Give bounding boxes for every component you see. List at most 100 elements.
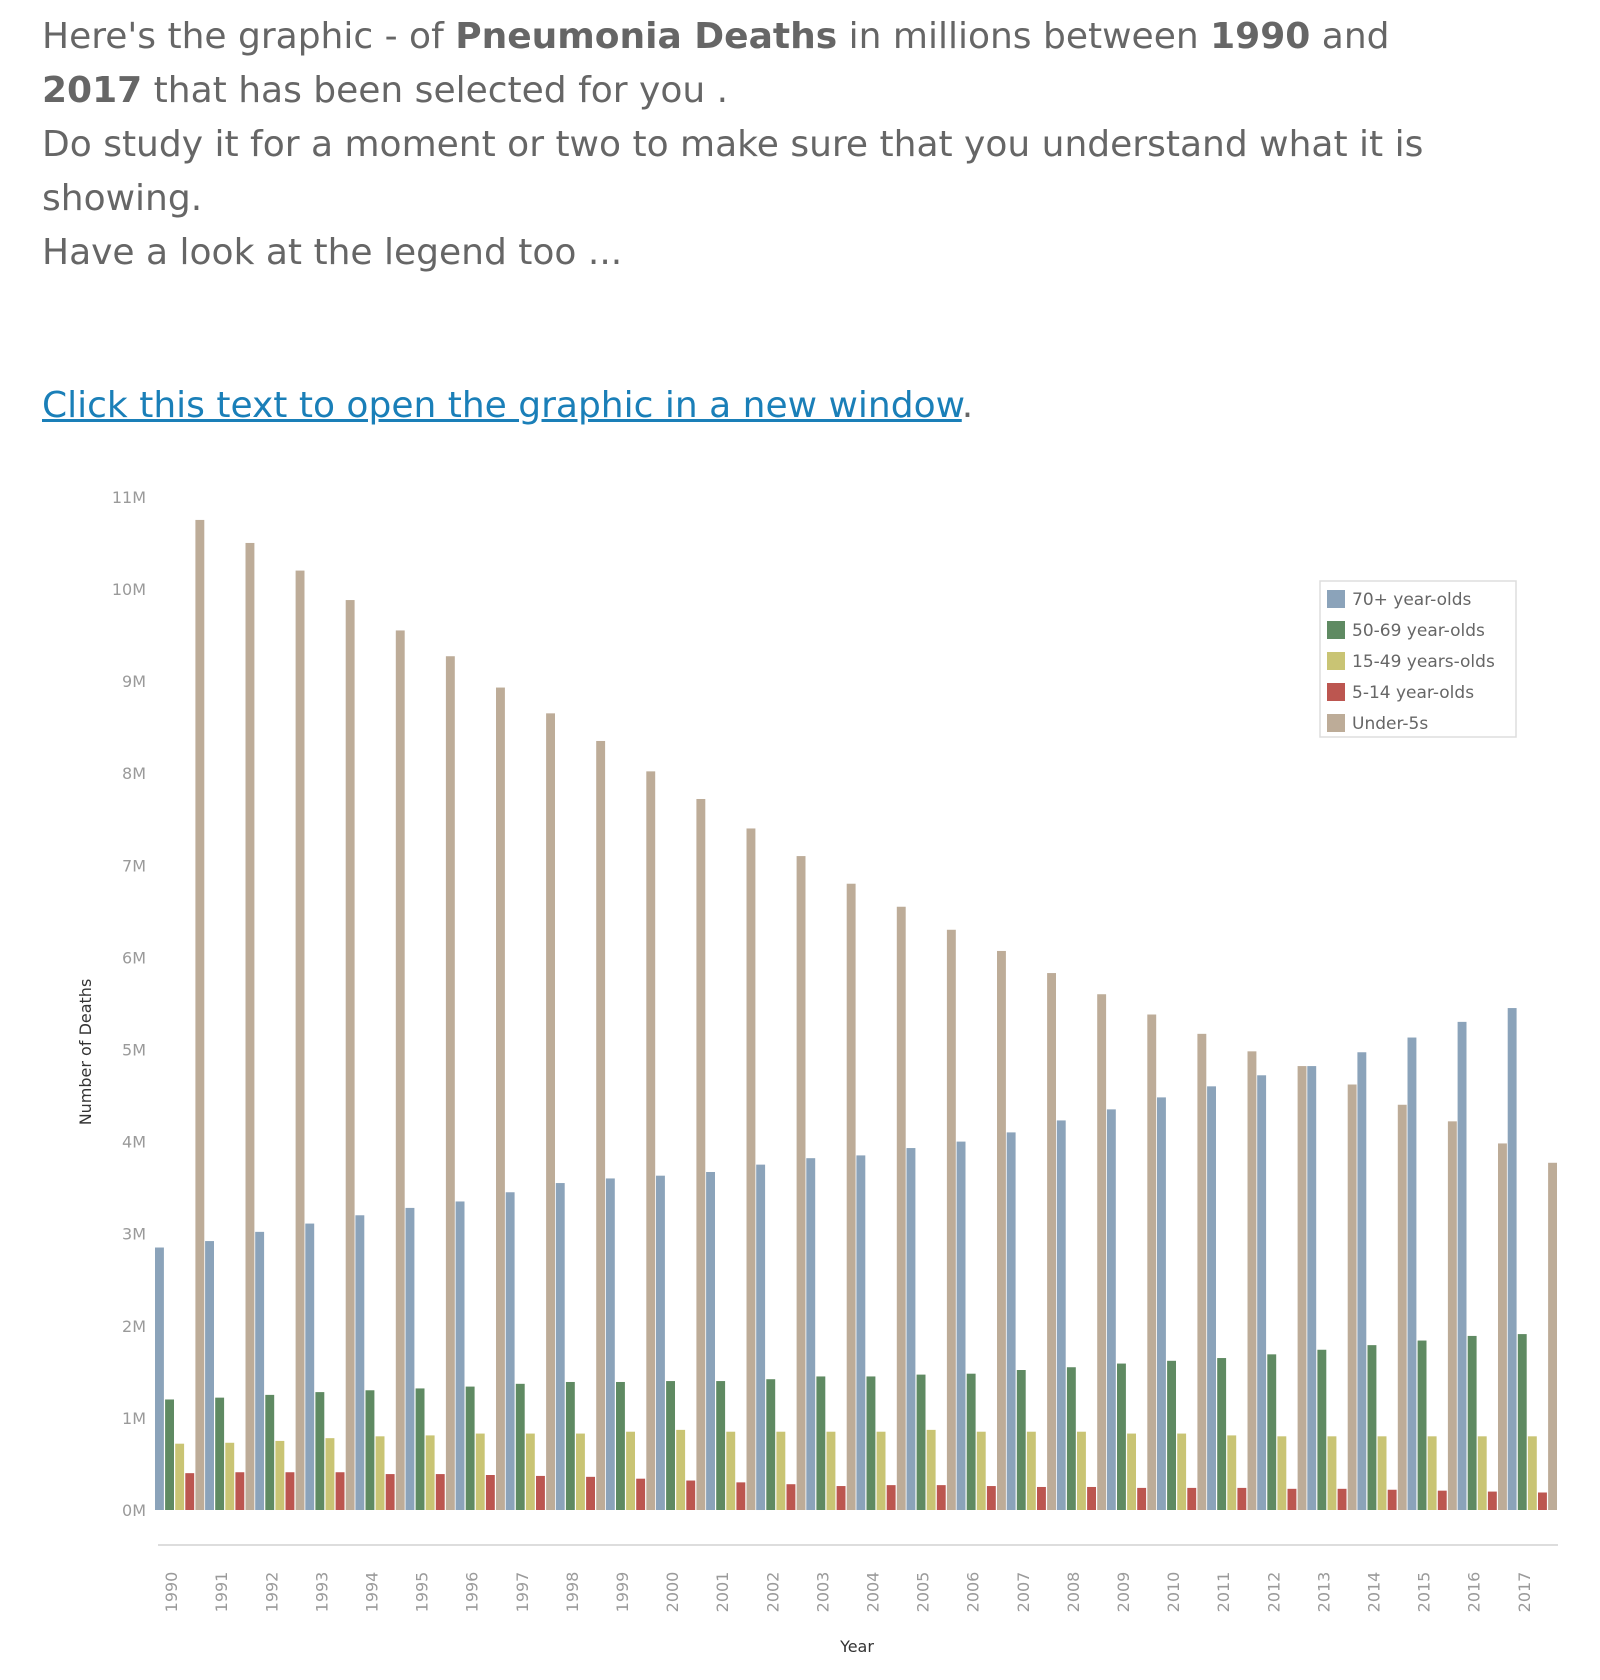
bar (255, 1231, 265, 1510)
bar (1197, 1033, 1207, 1510)
bar (315, 1392, 325, 1510)
bar (325, 1438, 335, 1510)
x-tick-label: 2009 (1114, 1572, 1133, 1613)
bar (1187, 1487, 1197, 1510)
bar (1257, 1075, 1267, 1510)
bar (385, 1474, 395, 1510)
bars-group (155, 519, 1557, 1511)
legend-label: 70+ year-olds (1352, 590, 1471, 610)
bar (966, 1373, 976, 1510)
bar (1407, 1037, 1417, 1510)
x-tick-label: 2001 (713, 1572, 732, 1613)
legend-swatch (1327, 590, 1345, 608)
bar (305, 1223, 315, 1510)
bar (1106, 1109, 1116, 1510)
bar (425, 1435, 435, 1510)
bar (1437, 1490, 1447, 1510)
bar (1207, 1086, 1216, 1510)
bar (676, 1429, 686, 1510)
x-tick-label: 2013 (1314, 1572, 1333, 1613)
bar (1147, 1014, 1157, 1510)
bar (1427, 1436, 1437, 1510)
bar (1507, 1008, 1517, 1510)
bar (936, 1485, 946, 1510)
bar (1137, 1487, 1147, 1510)
bar (806, 1158, 816, 1510)
x-tick-label: 2017 (1515, 1572, 1534, 1613)
bar (1087, 1486, 1096, 1510)
bar (1317, 1349, 1327, 1510)
y-axis-title: Number of Deaths (76, 979, 95, 1126)
bar (986, 1486, 996, 1510)
intro-text: Here's the graphic - of Pneumonia Deaths… (42, 10, 1562, 280)
open-graphic-link[interactable]: Click this text to open the graphic in a… (42, 385, 962, 426)
bar (1287, 1488, 1297, 1510)
bar (1097, 994, 1107, 1510)
bar (1026, 1431, 1036, 1510)
bar (1077, 1431, 1086, 1510)
bar (475, 1433, 485, 1510)
bar (185, 1473, 195, 1510)
x-tick-label: 1999 (613, 1572, 632, 1613)
bar (445, 656, 455, 1510)
bar (1237, 1487, 1247, 1510)
x-tick-label: 2000 (663, 1572, 682, 1613)
bar (586, 1476, 595, 1510)
bar (1277, 1436, 1287, 1510)
y-tick-label: 6M (122, 948, 146, 967)
bar (1177, 1433, 1187, 1510)
bar (375, 1436, 385, 1510)
bar (796, 856, 806, 1510)
bar (666, 1381, 675, 1510)
x-tick-label: 1992 (262, 1572, 281, 1613)
bar (876, 1431, 886, 1510)
bar (746, 828, 756, 1510)
intro-text-segment: in millions between (837, 16, 1211, 57)
bar (1227, 1435, 1237, 1510)
bar (265, 1394, 275, 1511)
bar (1417, 1340, 1427, 1510)
bar (565, 1381, 575, 1510)
bar (866, 1376, 876, 1510)
x-tick-label: 2007 (1014, 1572, 1033, 1613)
bar (1397, 1104, 1407, 1510)
legend-label: 50-69 year-olds (1352, 621, 1485, 641)
y-tick-label: 8M (122, 764, 146, 783)
x-tick-label: 2006 (964, 1572, 983, 1613)
bar (1307, 1066, 1317, 1510)
x-tick-label: 2011 (1214, 1572, 1233, 1613)
bar (205, 1241, 214, 1510)
bar (1327, 1436, 1337, 1510)
link-trailing-period: . (961, 385, 974, 426)
x-tick-label: 1995 (413, 1572, 432, 1613)
bar (836, 1486, 846, 1510)
y-axis: 0M 1M 2M 3M 4M 5M 6M 7M 8M 9M 10M 11M (112, 488, 146, 1520)
bar (706, 1171, 715, 1510)
intro-line-3: Do study it for a moment or two to make … (42, 124, 1424, 219)
bar (1047, 973, 1056, 1510)
bar (686, 1480, 696, 1510)
x-tick-label: 2010 (1164, 1572, 1183, 1613)
bar (1066, 1367, 1076, 1510)
bar (976, 1431, 986, 1510)
y-tick-label: 10M (112, 580, 146, 599)
bar (1447, 1121, 1457, 1510)
bar (1387, 1489, 1397, 1510)
bar (956, 1141, 966, 1510)
bar (335, 1472, 345, 1510)
highlight-pneumonia-deaths: Pneumonia Deaths (455, 16, 838, 57)
x-tick-label: 1996 (463, 1572, 482, 1613)
legend-label: 5-14 year-olds (1352, 683, 1474, 703)
bar (155, 1247, 164, 1510)
x-tick-label: 2005 (914, 1572, 933, 1613)
bar (926, 1429, 936, 1510)
x-tick-label: 1991 (212, 1572, 231, 1613)
legend-box (1319, 580, 1517, 738)
bar (175, 1443, 185, 1510)
bar (1006, 1132, 1016, 1510)
y-tick-label: 5M (122, 1041, 146, 1060)
legend-swatch (1327, 714, 1345, 732)
bar (1217, 1358, 1227, 1510)
bar (846, 883, 856, 1510)
y-tick-label: 4M (122, 1133, 146, 1152)
